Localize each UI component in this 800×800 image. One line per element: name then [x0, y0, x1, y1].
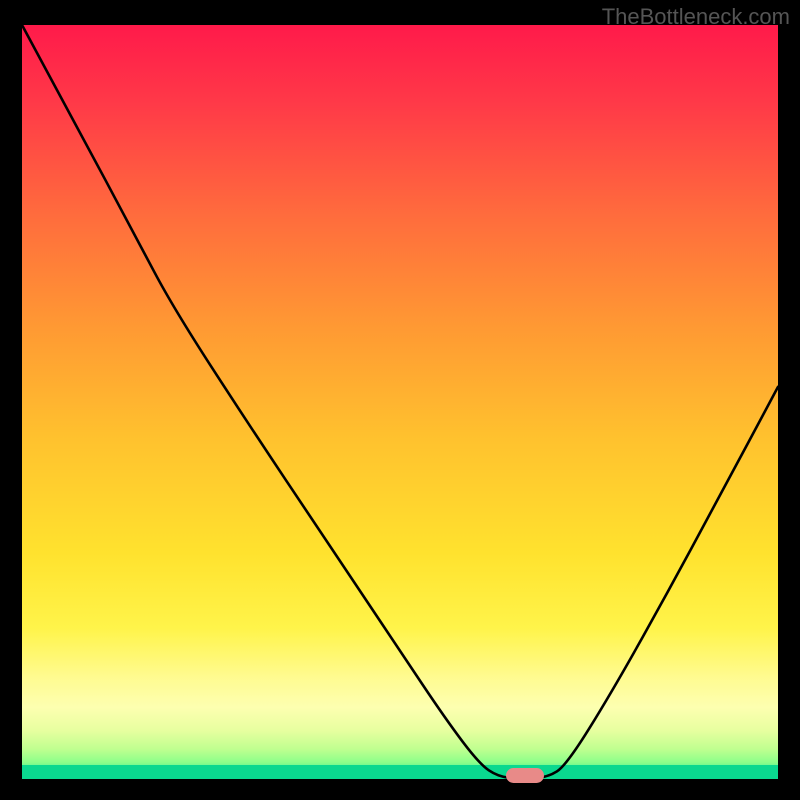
chart-frame: TheBottleneck.com: [0, 0, 800, 800]
bottleneck-curve: [22, 25, 778, 779]
optimum-marker: [506, 768, 544, 783]
plot-area: [22, 25, 778, 779]
